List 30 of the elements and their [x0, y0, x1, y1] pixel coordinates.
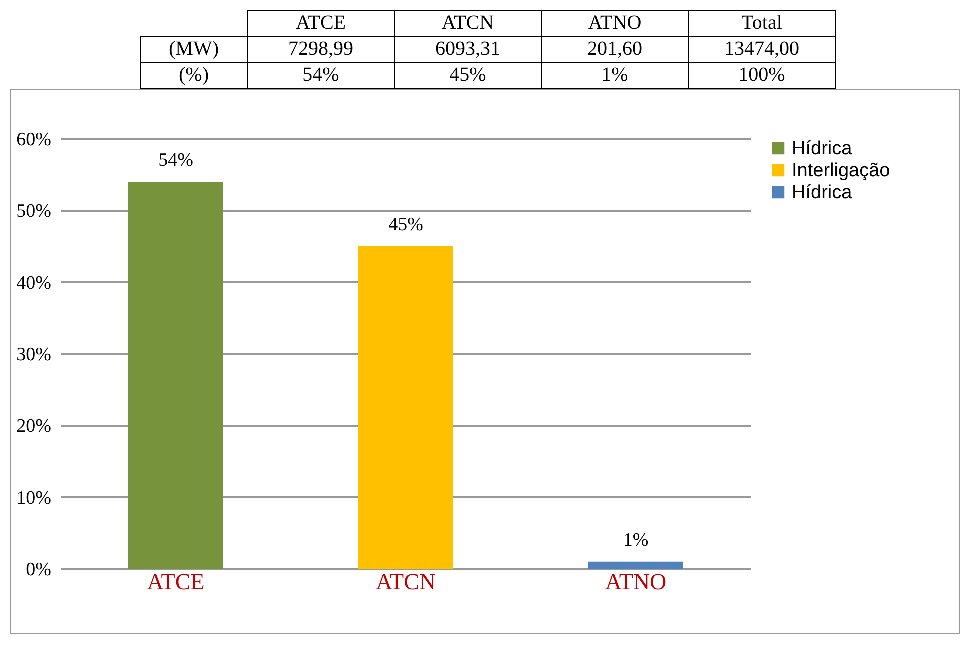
y-tick-label: 40%: [16, 272, 52, 294]
data-label: 1%: [542, 62, 688, 88]
text: (MW): [140, 36, 248, 62]
category-label: Total: [688, 10, 836, 36]
y-tick-label: 60%: [16, 130, 52, 150]
y-tick-label: 20%: [16, 416, 52, 438]
data-label: 45%: [388, 214, 424, 236]
category-label: ATCN: [394, 10, 542, 36]
data-label: 7298,99: [248, 36, 394, 62]
data-label: 54%: [248, 62, 394, 88]
y-tick-label: 50%: [16, 201, 52, 222]
data-label: 54%: [158, 150, 194, 171]
y-tick-label: 10%: [16, 488, 52, 509]
data-label: 201,60: [542, 36, 688, 62]
category-label: ATNO: [542, 10, 688, 36]
data-label: 45%: [394, 62, 542, 88]
text: (%): [140, 62, 248, 88]
category-label: ATCE: [248, 10, 394, 36]
legend-label: Hídrica: [792, 138, 853, 160]
x-tick-label: ATCE: [147, 570, 205, 594]
y-tick-label: 0%: [26, 560, 52, 580]
data-label: 6093,31: [394, 36, 542, 62]
legend-label: Hídrica: [792, 182, 853, 204]
x-tick-label: ATNO: [605, 570, 667, 594]
data-label: 100%: [688, 62, 836, 88]
data-label: 1%: [623, 530, 649, 551]
data-label: 13474,00: [688, 36, 836, 62]
x-tick-label: ATCN: [376, 570, 436, 594]
legend-label: Interligação: [792, 160, 890, 182]
y-tick-label: 30%: [16, 344, 52, 366]
